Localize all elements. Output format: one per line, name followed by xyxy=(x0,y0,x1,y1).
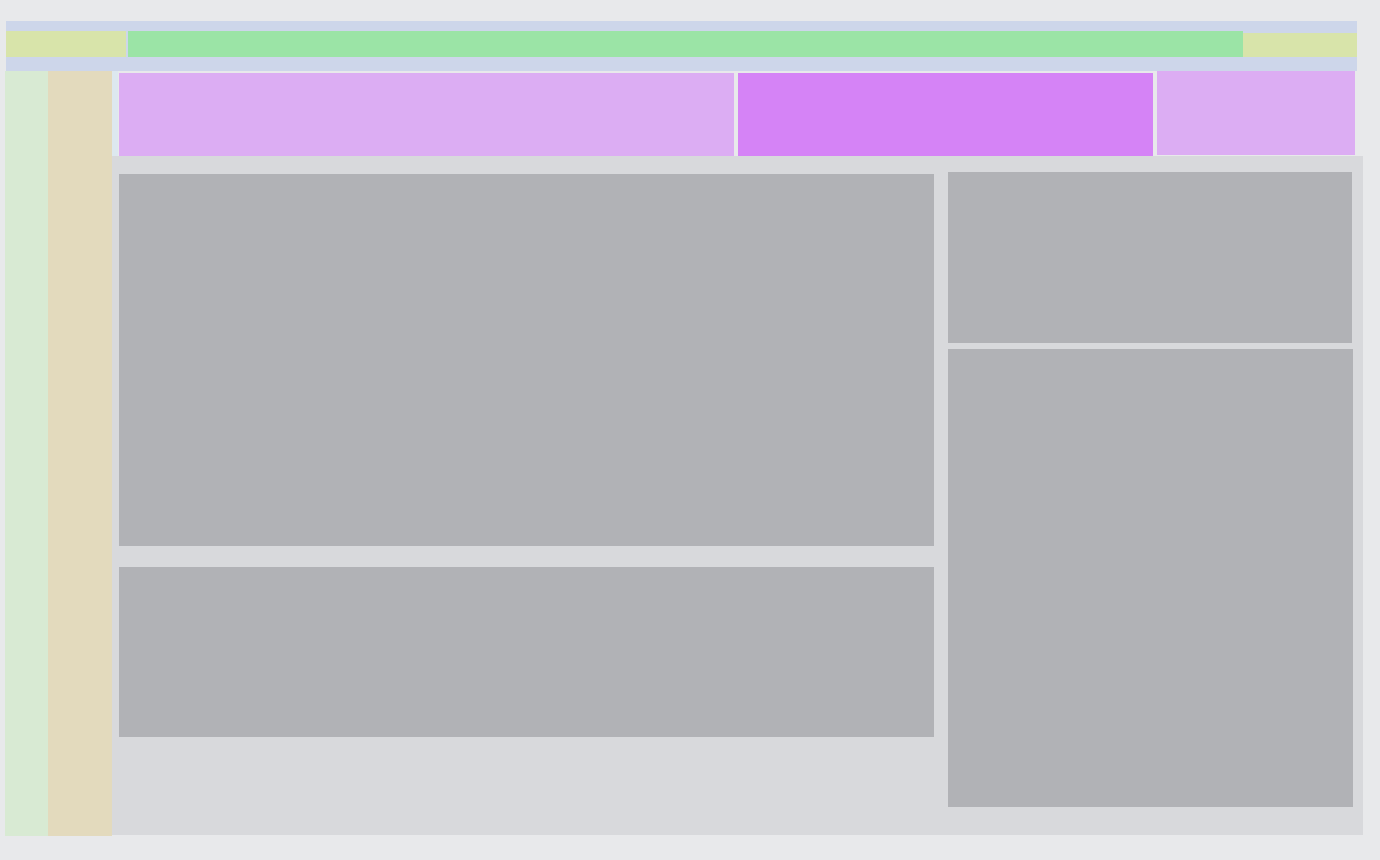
secondary-rail xyxy=(48,71,112,836)
top-bar-right-block[interactable] xyxy=(1243,33,1357,57)
tab-3[interactable] xyxy=(1157,71,1355,155)
top-bar-left-block[interactable] xyxy=(6,31,126,57)
lower-panel xyxy=(119,567,934,737)
left-rail xyxy=(5,71,48,836)
main-panel xyxy=(119,174,934,546)
side-panel-bottom xyxy=(948,349,1353,807)
tab-2-active[interactable] xyxy=(738,73,1153,157)
rail-separator xyxy=(112,71,118,156)
tab-1[interactable] xyxy=(119,73,734,157)
search-bar[interactable] xyxy=(128,31,1243,57)
side-panel-top xyxy=(948,172,1352,343)
